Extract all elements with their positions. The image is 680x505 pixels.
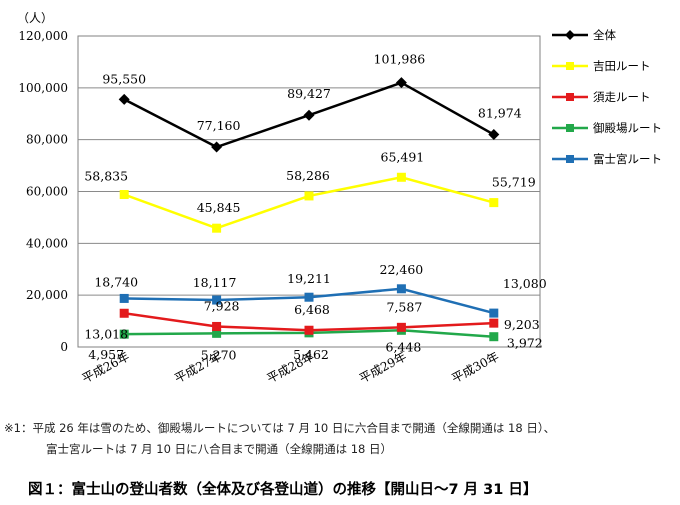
data-point-marker <box>119 190 129 200</box>
data-point-marker <box>489 308 499 318</box>
data-point-marker <box>395 77 407 89</box>
y-tick-label: 80,000 <box>26 133 68 147</box>
data-label: 5,462 <box>293 347 329 362</box>
y-tick-label: 120,000 <box>18 29 68 43</box>
data-label: 18,117 <box>193 275 237 290</box>
data-point-marker <box>304 191 314 201</box>
y-tick-label: 0 <box>60 340 68 354</box>
data-label: 13,080 <box>503 276 547 291</box>
series-line-1 <box>123 175 495 230</box>
data-label: 18,740 <box>94 274 138 289</box>
data-label: 3,972 <box>507 336 543 351</box>
data-label: 101,986 <box>374 52 426 67</box>
data-label: 6,448 <box>386 339 422 354</box>
data-label: 7,928 <box>204 298 240 313</box>
data-label: 58,286 <box>286 168 330 183</box>
data-label: 13,018 <box>84 326 128 341</box>
legend-marker <box>566 62 574 70</box>
data-point-marker <box>212 295 222 305</box>
footnote-line-2: 富士宮ルートは 7 月 10 日に八合目まで開通（全線開通は 18 日） <box>46 442 393 456</box>
legend-label: 須走ルート <box>593 90 651 104</box>
data-label: 55,719 <box>492 175 536 190</box>
data-point-marker <box>119 329 129 339</box>
y-tick-label: 40,000 <box>26 236 68 250</box>
data-point-marker <box>489 198 499 208</box>
data-label: 81,974 <box>478 106 522 121</box>
data-point-marker <box>489 318 499 328</box>
data-point-marker <box>119 293 129 303</box>
legend-marker <box>566 155 574 163</box>
data-point-marker <box>212 328 222 338</box>
data-label: 6,468 <box>294 302 330 317</box>
data-point-marker <box>396 322 406 332</box>
x-tick-label: 平成29年 <box>357 349 409 385</box>
data-point-marker <box>396 284 406 294</box>
data-label: 45,845 <box>197 200 241 215</box>
y-tick-label: 100,000 <box>18 81 68 95</box>
data-point-marker <box>212 321 222 331</box>
data-label: 65,491 <box>381 149 425 164</box>
data-label: 7,587 <box>387 299 423 314</box>
data-label: 4,957 <box>88 347 124 362</box>
data-label: 95,550 <box>102 71 146 86</box>
figure-caption: 図１：富士山の登山者数（全体及び各登山道）の推移【開山日～7 月 31 日】 <box>28 482 538 498</box>
legend-label: 全体 <box>593 28 616 42</box>
legend-marker <box>566 93 574 101</box>
data-label: 5,270 <box>201 347 237 362</box>
legend-marker <box>566 124 574 132</box>
data-point-marker <box>211 141 223 153</box>
data-label: 22,460 <box>380 262 424 277</box>
data-point-marker <box>119 308 129 318</box>
data-label: 58,835 <box>84 169 128 184</box>
data-point-marker <box>396 172 406 182</box>
legend-label: 富士宮ルート <box>593 152 662 166</box>
footnote-line-1: ※1：平成 26 年は雪のため、御殿場ルートについては 7 月 10 日に六合目… <box>4 421 556 435</box>
chart-svg: 0 20,000 40,000 60,000 80,000 100,000 120,000 （… <box>17 11 662 386</box>
data-point-marker <box>304 292 314 302</box>
y-tick-label: 60,000 <box>26 185 68 199</box>
y-unit-label: （人） <box>17 11 53 25</box>
legend-label: 御殿場ルート <box>593 121 662 135</box>
data-point-marker <box>304 325 314 335</box>
legend-label: 吉田ルート <box>593 59 651 73</box>
x-tick-label: 平成30年 <box>449 349 501 385</box>
y-tick-label: 20,000 <box>26 288 68 302</box>
data-point-marker <box>212 223 222 233</box>
data-point-marker <box>489 332 499 342</box>
data-point-marker <box>118 93 130 105</box>
legend-marker <box>565 30 575 40</box>
data-label: 77,160 <box>197 118 241 133</box>
data-label: 89,427 <box>287 86 331 101</box>
data-label: 9,203 <box>504 317 540 332</box>
line-chart: 0 20,000 40,000 60,000 80,000 100,000 120,000 （… <box>17 11 662 386</box>
data-label: 19,211 <box>287 271 331 286</box>
data-point-marker <box>488 129 500 141</box>
data-point-marker <box>303 109 315 121</box>
